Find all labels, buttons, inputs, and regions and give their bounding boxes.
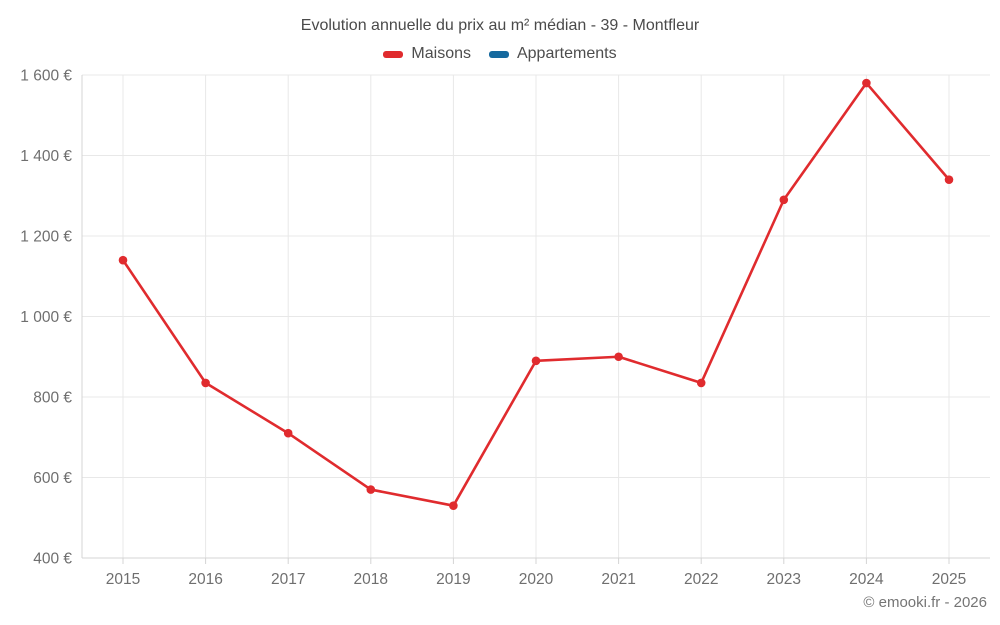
x-tick-label: 2020 <box>519 571 554 588</box>
y-tick-label: 400 € <box>33 551 72 568</box>
y-tick-label: 1 600 € <box>20 68 72 85</box>
data-point-maisons-2016[interactable] <box>201 378 210 388</box>
y-tick-label: 1 400 € <box>20 148 72 165</box>
x-tick-label: 2017 <box>271 571 305 588</box>
chart-legend: Maisons Appartements <box>0 45 1000 63</box>
data-point-maisons-2022[interactable] <box>696 378 706 388</box>
y-tick-label: 1 000 € <box>20 309 72 326</box>
maisons-series-swatch-icon <box>383 50 404 58</box>
x-tick-label: 2025 <box>932 571 966 588</box>
data-point-maisons-2023[interactable] <box>779 195 789 205</box>
x-tick-label: 2019 <box>436 571 470 588</box>
y-tick-label: 1 200 € <box>20 229 72 246</box>
legend-label-maisons: Maisons <box>411 45 471 62</box>
data-point-maisons-2018[interactable] <box>366 485 376 494</box>
chart-title: Evolution annuelle du prix au m² médian … <box>300 17 700 34</box>
x-tick-label: 2021 <box>601 571 635 588</box>
x-tick-label: 2023 <box>767 571 801 588</box>
x-tick-label: 2024 <box>849 571 884 588</box>
data-point-maisons-2020[interactable] <box>531 356 541 366</box>
data-point-maisons-2019[interactable] <box>449 501 458 510</box>
y-tick-label: 800 € <box>33 390 72 407</box>
data-point-maisons-2021[interactable] <box>614 352 623 362</box>
attribution: © emooki.fr - 2026 <box>863 594 987 611</box>
data-point-maisons-2024[interactable] <box>862 78 871 88</box>
legend-item-appartements[interactable]: Appartements <box>488 45 617 63</box>
x-tick-label: 2018 <box>354 571 388 588</box>
data-point-maisons-2015[interactable] <box>118 255 128 265</box>
appartements-series-swatch-icon <box>488 50 509 58</box>
y-tick-label: 600 € <box>33 470 72 487</box>
data-point-maisons-2025[interactable] <box>944 175 954 184</box>
legend-label-appartements: Appartements <box>516 45 617 62</box>
x-tick-label: 2016 <box>188 571 222 588</box>
legend-item-maisons[interactable]: Maisons <box>383 45 471 63</box>
data-point-maisons-2017[interactable] <box>283 428 293 438</box>
x-tick-label: 2015 <box>106 571 140 588</box>
x-tick-label: 2022 <box>684 571 718 588</box>
